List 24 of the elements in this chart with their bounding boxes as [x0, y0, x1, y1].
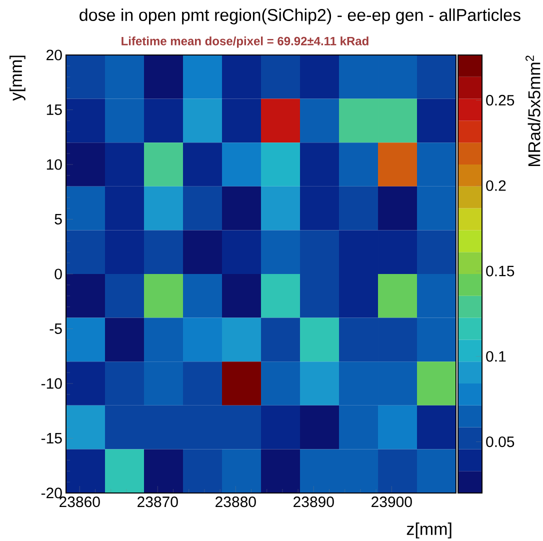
y-tick-label: -15	[41, 433, 62, 444]
y-tick-label: 0	[54, 268, 62, 280]
x-tick-label: 23860	[60, 496, 100, 508]
y-tick-label: -5	[50, 324, 62, 334]
color-bar-label: 0.25	[486, 94, 514, 106]
color-bar-label: 0.05	[486, 436, 514, 448]
y-tick-label: 20	[46, 50, 62, 60]
y-tick-label: 10	[46, 159, 62, 170]
y-tick-label: 15	[46, 104, 62, 115]
chart-title: dose in open pmt region(SiChip2) - ee-ep gen - allParticles	[80, 8, 520, 24]
y-tick-label: -20	[41, 488, 62, 498]
color-bar-title: MRad/5x5mm$^{2}$	[526, 56, 540, 166]
chart-subtitle: Lifetime mean dose/pixel = 69.92±4.11 kRad	[122, 36, 368, 48]
color-bar-label: 0.15	[486, 266, 514, 276]
x-tick-label: 23870	[138, 496, 178, 508]
y-tick-label: 5	[54, 214, 62, 224]
x-tick-label: 23890	[294, 496, 334, 508]
y-axis-title: y[mm]	[10, 56, 26, 101]
color-bar-label: 0.1	[486, 351, 506, 362]
x-tick-label: 23900	[372, 496, 412, 508]
y-tick-label: -10	[41, 378, 62, 389]
x-tick-label: 23880	[216, 496, 256, 508]
color-bar-label: 0.2	[486, 180, 506, 191]
x-axis-title: z[mm]	[406, 522, 452, 538]
